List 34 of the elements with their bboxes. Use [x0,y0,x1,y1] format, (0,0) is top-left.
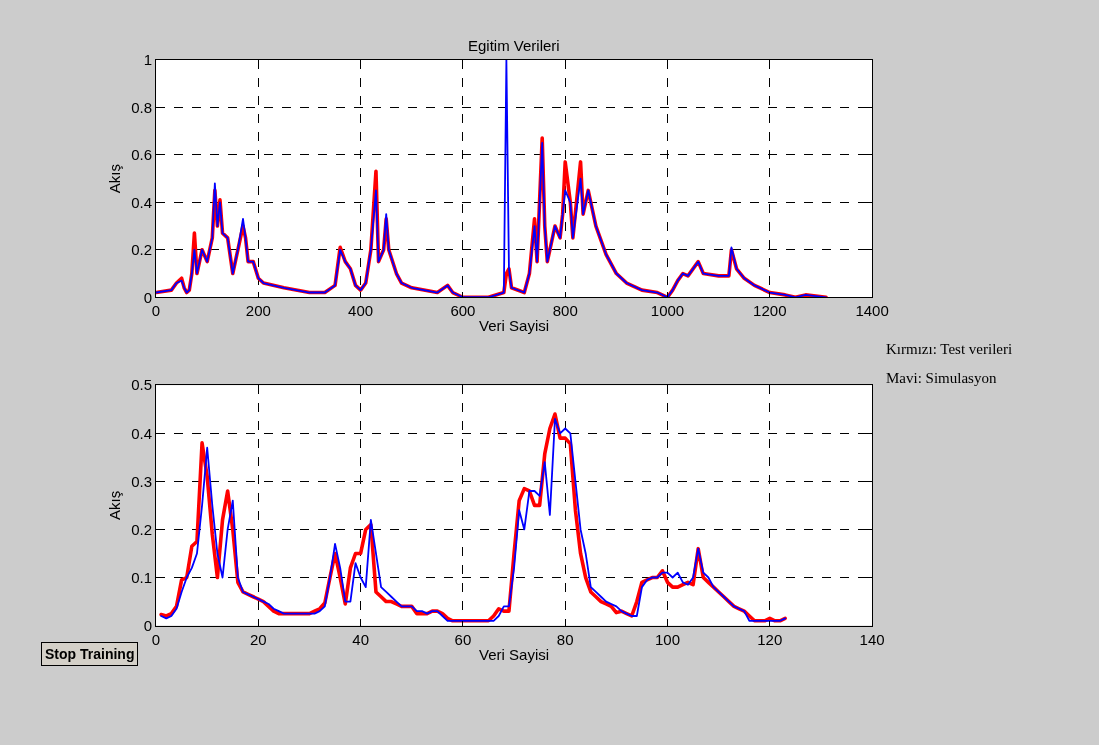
y-tick-label: 0.2 [131,520,153,538]
y-tick-label: 1 [143,51,153,69]
y-tick-label: 0.4 [131,424,153,442]
y-tick-label: 0.3 [131,472,153,490]
x-tick-label: 800 [552,302,578,320]
x-tick-label: 200 [245,302,271,320]
x-tick-label: 1000 [650,302,685,320]
y-tick-label: 0.6 [131,146,153,164]
y-tick-label: 0.5 [131,376,153,394]
x-tick-label: 60 [454,630,472,648]
y-tick-label: 0.1 [131,568,153,586]
y-tick-label: 0.4 [131,193,153,211]
y-tick-label: 0.2 [131,241,153,259]
x-tick-label: 80 [556,630,574,648]
x-tick-label: 1400 [855,302,889,320]
y-tick-label: 0.8 [131,98,153,116]
y-tick-label: 0 [143,288,153,306]
text: Mavi: Simulasyon [886,370,997,386]
x-tick-label: 400 [348,302,374,320]
y-axis-title: Akış [106,490,124,520]
x-tick-label: 1200 [753,302,787,320]
x-tick-label: 40 [352,630,369,648]
chart-title: Egitim Verileri [468,37,560,54]
x-tick-label: 600 [450,302,476,320]
x-tick-label: 120 [757,630,783,648]
x-axis-title: Veri Sayisi [479,645,550,663]
y-tick-label: 0 [143,616,153,634]
x-tick-label: 20 [249,630,267,648]
text: Stop Training [45,646,135,662]
y-axis-title: Akış [106,163,124,194]
x-tick-label: 100 [654,630,681,648]
text: Kırmızı: Test verileri [886,341,1013,357]
x-tick-label: 140 [859,630,885,648]
x-axis-title: Veri Sayisi [479,317,550,335]
